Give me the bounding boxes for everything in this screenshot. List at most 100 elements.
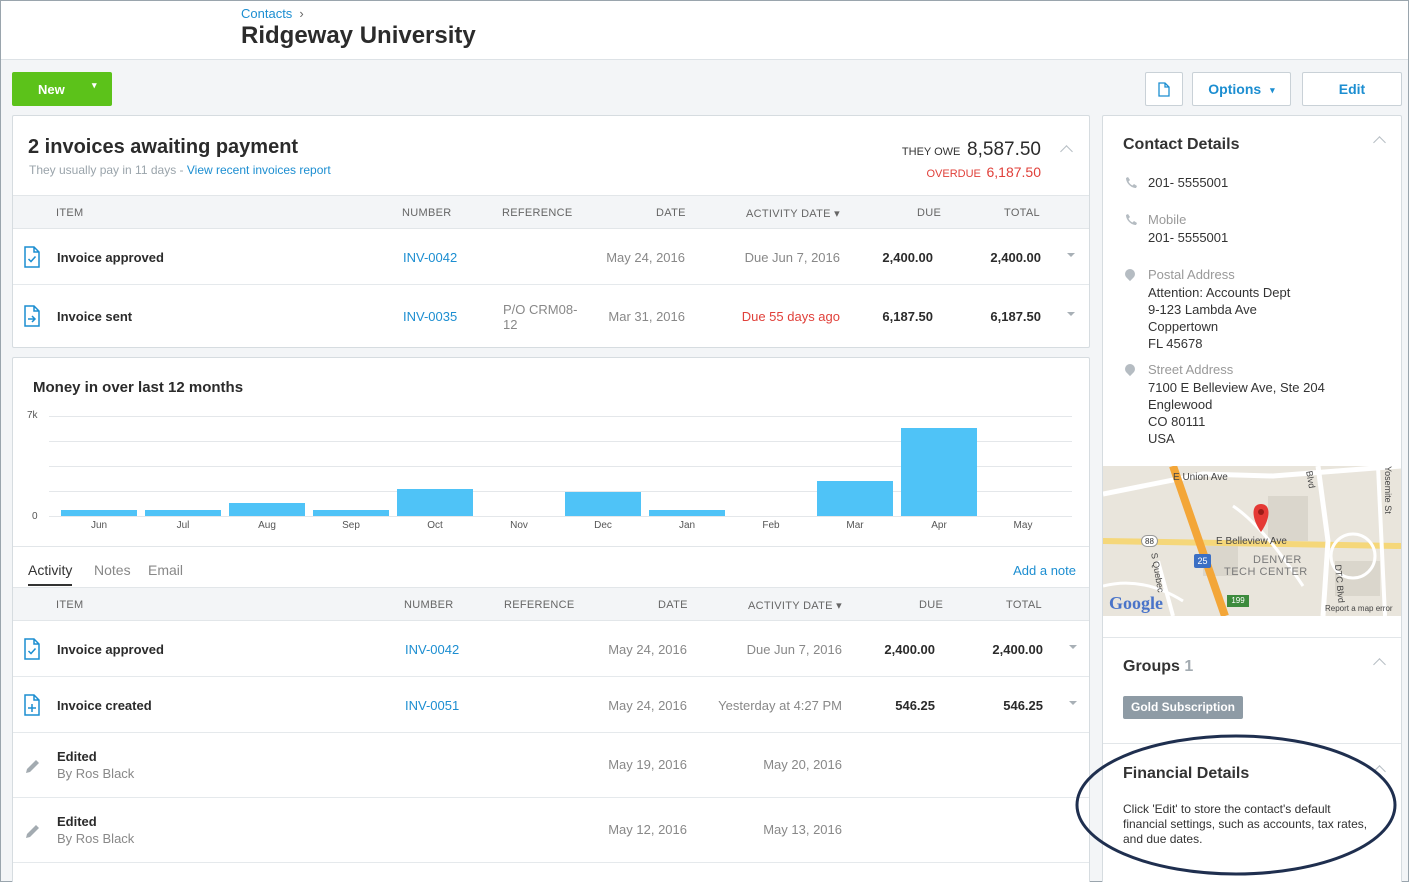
map-roads (1103, 466, 1401, 616)
recent-invoices-report-link[interactable]: View recent invoices report (186, 163, 331, 177)
row-number-link[interactable]: INV-0051 (405, 698, 460, 713)
chart-bar-jun[interactable] (61, 510, 137, 516)
mobile-number[interactable]: 201- 5555001 (1148, 230, 1229, 245)
they-owe-label: THEY OWE (901, 146, 961, 158)
row-due: 546.25 (895, 698, 935, 713)
new-button[interactable]: New ▾ (12, 72, 112, 106)
row-item: Edited (57, 749, 97, 764)
highlight-ellipse (1075, 734, 1397, 876)
row-number-link[interactable]: INV-0042 (403, 250, 458, 265)
group-tag[interactable]: Gold Subscription (1123, 696, 1243, 719)
table-row[interactable]: Invoice sent INV-0035 P/O CRM08-12 Mar 3… (13, 285, 1089, 347)
collapse-contact-icon[interactable] (1373, 136, 1386, 149)
document-button[interactable] (1145, 72, 1183, 106)
chart-bar-aug[interactable] (229, 503, 305, 516)
row-expand-icon[interactable] (1069, 645, 1077, 649)
invoice-sent-icon (24, 305, 40, 327)
gridline (49, 466, 1072, 467)
breadcrumb-contacts-link[interactable]: Contacts (241, 6, 293, 21)
invoice-created-icon (24, 694, 40, 716)
row-number-link[interactable]: INV-0035 (403, 309, 458, 324)
gridline (49, 416, 1072, 417)
tab-email[interactable]: Email (148, 562, 184, 578)
page-header: Contacts › Ridgeway University (1, 1, 1408, 60)
col-reference: REFERENCE (504, 599, 575, 611)
chart-bar-jul[interactable] (145, 510, 221, 516)
x-tick-label: Jan (678, 520, 696, 531)
table-row[interactable]: Edited By Ros Black May 12, 2016 May 13,… (13, 798, 1089, 863)
row-expand-icon[interactable] (1067, 312, 1075, 316)
table-row[interactable]: Edited By Ros Black May 19, 2016 May 20,… (13, 733, 1089, 798)
x-tick-label: Jul (176, 520, 190, 531)
chart-baseline (49, 516, 1072, 517)
chart-bar-apr[interactable] (901, 428, 977, 516)
row-sub: By Ros Black (57, 831, 135, 846)
col-number: NUMBER (402, 207, 452, 219)
tab-notes[interactable]: Notes (94, 562, 131, 578)
new-dropdown-icon[interactable]: ▾ (92, 80, 97, 90)
chart-bar-sep[interactable] (313, 510, 389, 516)
row-item: Invoice sent (57, 309, 133, 324)
row-expand-icon[interactable] (1067, 253, 1075, 257)
row-item: Edited (57, 814, 97, 829)
money-activity-panel: Money in over last 12 months 7k 0 Jun Jul… (12, 357, 1090, 882)
phone-number[interactable]: 201- 5555001 (1148, 175, 1229, 190)
col-number: NUMBER (404, 599, 454, 611)
street-line: USA (1148, 431, 1175, 446)
row-item: Invoice approved (57, 250, 164, 265)
col-total: TOTAL (1006, 599, 1042, 611)
interstate-shield: 25 (1194, 554, 1211, 568)
phone-icon (1126, 177, 1137, 188)
row-activity-date: Due Jun 7, 2016 (746, 642, 842, 657)
chart-bar-oct[interactable] (397, 488, 473, 516)
chart-title: Money in over last 12 months (33, 379, 244, 396)
tab-activity[interactable]: Activity (28, 562, 73, 586)
postal-line: FL 45678 (1148, 336, 1203, 351)
add-note-link[interactable]: Add a note (1013, 563, 1076, 578)
x-tick-label: Sep (342, 520, 360, 531)
edit-button[interactable]: Edit (1302, 72, 1402, 106)
chart-bar-mar[interactable] (817, 481, 893, 516)
row-expand-icon[interactable] (1069, 701, 1077, 705)
row-total: 2,400.00 (992, 642, 1043, 657)
col-total: TOTAL (1004, 207, 1040, 219)
collapse-invoices-icon[interactable] (1060, 145, 1073, 158)
row-number-link[interactable]: INV-0042 (405, 642, 460, 657)
options-button[interactable]: Options ▾ (1192, 72, 1291, 106)
col-activity-date[interactable]: ACTIVITY DATE ▾ (748, 600, 842, 612)
x-tick-label: Mar (846, 520, 864, 531)
table-row[interactable]: Invoice created INV-0051 May 24, 2016 Ye… (13, 677, 1089, 733)
map-label: TECH CENTER (1224, 566, 1308, 578)
contact-details-heading: Contact Details (1123, 136, 1240, 153)
x-tick-label: Apr (931, 520, 947, 531)
col-reference: REFERENCE (502, 207, 573, 219)
overdue-label: OVERDUE (926, 168, 981, 180)
x-tick-label: Nov (510, 520, 528, 531)
breadcrumb: Contacts › (241, 6, 304, 21)
groups-heading: Groups 1 (1123, 658, 1193, 676)
mobile-label: Mobile (1148, 212, 1187, 227)
financial-details-heading: Financial Details (1123, 765, 1250, 782)
street-line: 7100 E Belleview Ave, Ste 204 (1148, 380, 1325, 395)
gridline (49, 491, 1072, 492)
postal-line: 9-123 Lambda Ave (1148, 302, 1257, 317)
chart-bar-dec[interactable] (565, 492, 641, 516)
col-activity-date[interactable]: ACTIVITY DATE ▾ (746, 208, 840, 220)
overdue: OVERDUE 6,187.50 (926, 164, 1041, 180)
x-tick-label: Aug (258, 520, 276, 531)
chart-bar-jan[interactable] (649, 510, 725, 516)
y-tick-label: 0 (32, 511, 38, 522)
col-date: DATE (658, 599, 688, 611)
y-tick-label: 7k (27, 410, 38, 421)
street-address-label: Street Address (1148, 362, 1234, 377)
table-row[interactable]: Invoice approved INV-0042 May 24, 2016 D… (13, 621, 1089, 677)
mobile-phone-icon (1126, 214, 1137, 225)
table-row[interactable]: Invoice approved INV-0042 May 24, 2016 D… (13, 229, 1089, 285)
pencil-icon (26, 825, 39, 838)
invoices-table-header: ITEM NUMBER REFERENCE DATE ACTIVITY DATE… (13, 195, 1089, 229)
subtitle-separator: - (176, 163, 187, 177)
x-tick-label: Oct (427, 520, 443, 531)
location-map[interactable]: E Union Ave E Belleview Ave S Quebec DTC… (1103, 466, 1401, 616)
report-map-error-link[interactable]: Report a map error (1325, 604, 1393, 613)
collapse-groups-icon[interactable] (1373, 658, 1386, 671)
